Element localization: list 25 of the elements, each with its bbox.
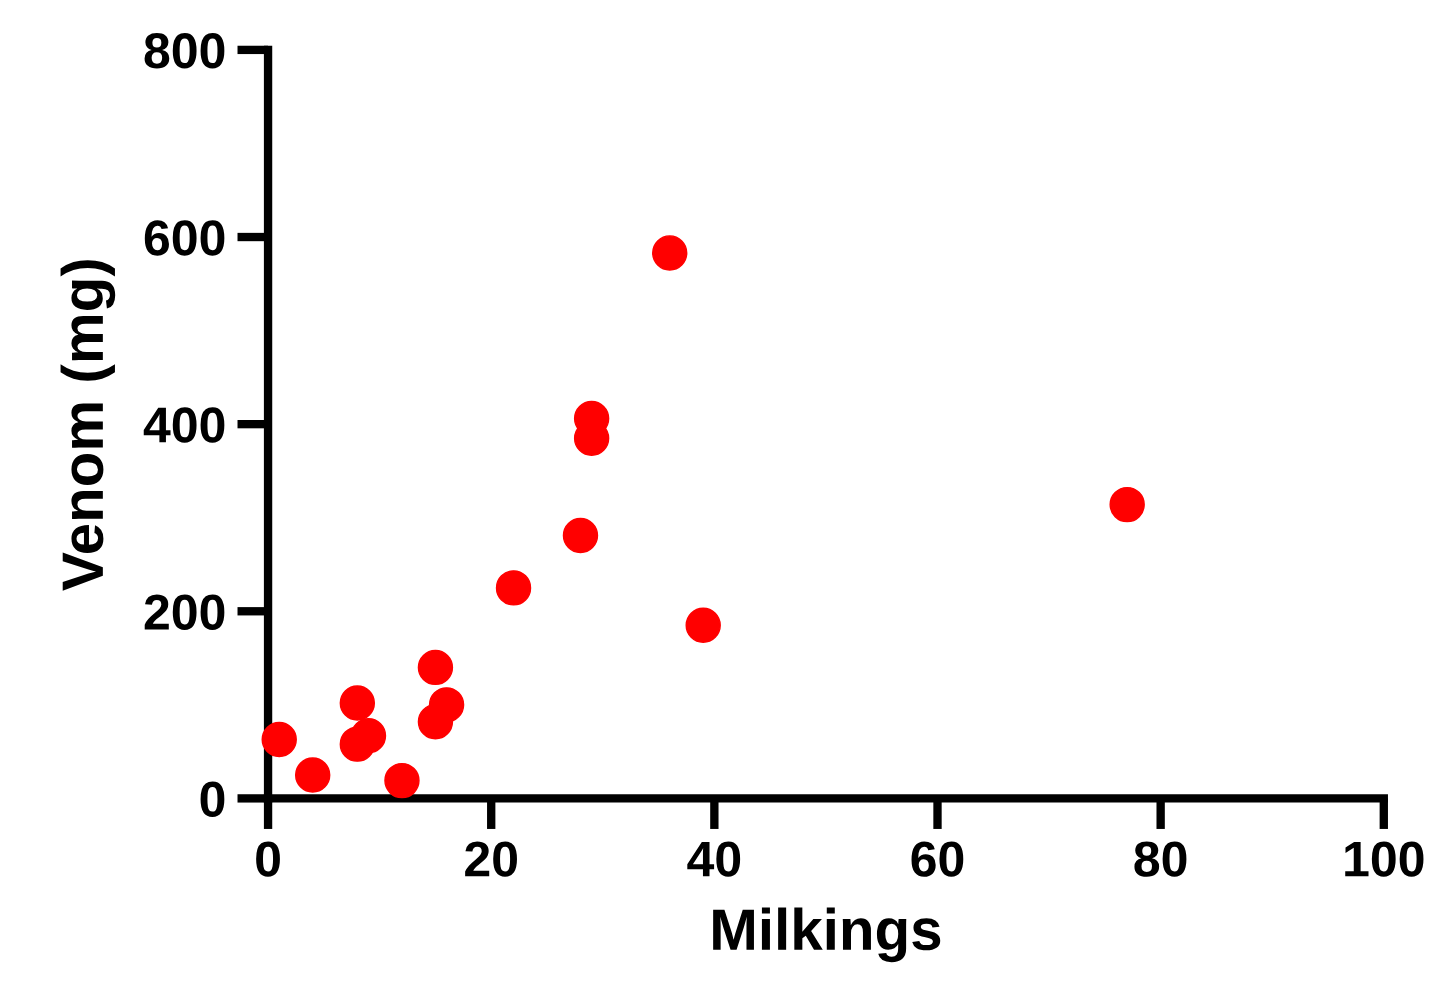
y-axis-title: Venom (mg) (60, 260, 116, 591)
point (417, 649, 454, 686)
x-axis-title: Milkings (713, 907, 941, 963)
point (1109, 486, 1145, 523)
point (350, 718, 387, 754)
x-tick-label: 80 (1134, 841, 1187, 877)
y-tick-label: 600 (144, 220, 225, 256)
point (384, 762, 420, 799)
x-tick-label: 60 (911, 841, 964, 877)
point (261, 721, 297, 758)
point (495, 570, 532, 606)
y-tick-label: 800 (144, 33, 225, 69)
x-tick-label: 0 (256, 841, 280, 877)
y-tick-label: 200 (144, 594, 225, 630)
point (685, 607, 721, 644)
point (652, 235, 688, 271)
point (562, 517, 599, 554)
point (294, 757, 331, 793)
y-tick-label: 400 (143, 407, 225, 443)
point (428, 687, 465, 723)
y-tick-label: 0 (200, 781, 225, 818)
x-tick-label: 20 (465, 841, 517, 877)
point (339, 685, 376, 721)
x-tick-label: 40 (687, 841, 741, 877)
x-tick-label: 100 (1345, 841, 1424, 877)
